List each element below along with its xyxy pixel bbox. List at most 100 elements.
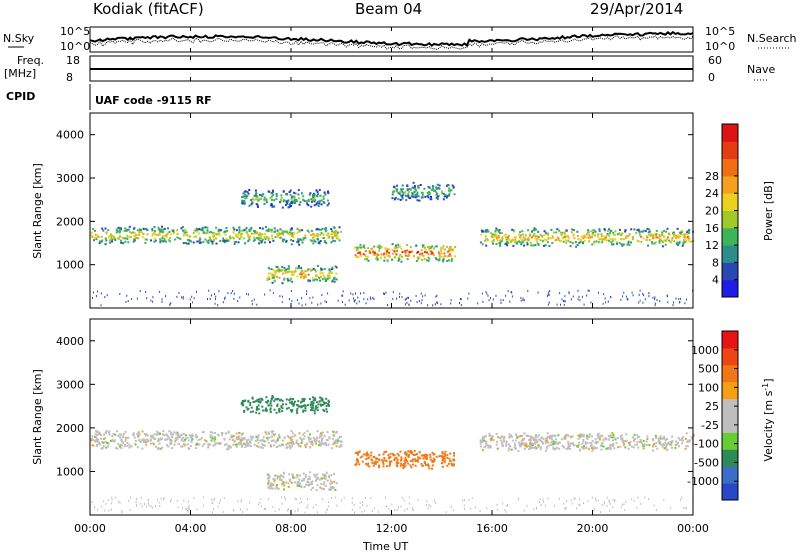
echo-cell	[414, 188, 417, 191]
echo-cell	[293, 202, 296, 204]
echo-cell	[184, 228, 187, 231]
echo-cell	[300, 266, 303, 269]
echo-cell	[398, 258, 401, 261]
echo-cell	[582, 433, 585, 436]
echo-cell	[307, 204, 310, 207]
echo-cell	[222, 237, 225, 240]
echo-cell	[239, 235, 242, 238]
echo-cell	[133, 226, 136, 229]
echo-cell	[189, 235, 191, 238]
echo-cell	[366, 464, 369, 467]
echo-cell	[368, 250, 371, 253]
colorbar-tick-label: -1000	[687, 475, 719, 488]
echo-cell	[265, 235, 268, 238]
echo-cell	[525, 434, 528, 437]
echo-cell	[273, 231, 276, 233]
clutter-cell	[388, 507, 390, 510]
echo-cell	[535, 228, 538, 231]
echo-cell	[580, 235, 583, 238]
clutter-cell	[105, 502, 107, 505]
echo-cell	[536, 235, 539, 238]
echo-cell	[559, 231, 562, 234]
echo-cell	[443, 193, 445, 195]
clutter-cell	[92, 297, 93, 299]
clutter-cell	[654, 302, 656, 305]
clutter-cell	[588, 289, 590, 292]
echo-cell	[296, 231, 299, 234]
echo-cell	[486, 239, 489, 242]
clutter-cell	[371, 510, 373, 513]
echo-cell	[321, 278, 324, 281]
echo-cell	[184, 434, 187, 437]
echo-cell	[601, 442, 604, 445]
clutter-cell	[362, 501, 364, 504]
clutter-cell	[128, 499, 130, 502]
echo-cell	[661, 445, 664, 448]
echo-cell	[312, 242, 315, 245]
clutter-cell	[104, 296, 106, 299]
echo-cell	[292, 272, 295, 275]
clutter-cell	[100, 292, 102, 295]
echo-cell	[406, 258, 409, 261]
echo-cell	[592, 229, 594, 232]
echo-cell	[530, 444, 533, 447]
echo-cell	[577, 441, 580, 444]
echo-cell	[507, 238, 510, 241]
clutter-cell	[486, 292, 488, 295]
clutter-cell	[631, 291, 633, 294]
echo-cell	[310, 269, 312, 272]
clutter-cell	[91, 501, 93, 504]
echo-cell	[288, 444, 291, 447]
echo-cell	[324, 473, 327, 476]
echo-cell	[308, 438, 311, 441]
echo-cell	[308, 436, 311, 439]
echo-cell	[332, 487, 335, 489]
echo-cell	[686, 445, 689, 448]
echo-cell	[300, 406, 303, 409]
echo-cell	[542, 442, 544, 445]
echo-cell	[309, 239, 312, 242]
echo-cell	[435, 245, 438, 248]
echo-cell	[578, 443, 581, 446]
echo-cell	[540, 440, 543, 443]
echo-cell	[391, 252, 394, 255]
echo-cell	[414, 196, 417, 199]
echo-cell	[99, 443, 102, 446]
clutter-cell	[603, 293, 605, 296]
echo-cell	[605, 438, 608, 441]
clutter-cell	[609, 502, 611, 505]
echo-cell	[636, 239, 639, 242]
echo-cell	[240, 433, 243, 436]
echo-cell	[331, 482, 334, 484]
echo-cell	[297, 238, 300, 241]
echo-cell	[505, 242, 508, 245]
clutter-cell	[608, 501, 610, 504]
echo-cell	[576, 445, 579, 448]
noise-left-tick-low: 10^0	[60, 40, 90, 53]
echo-cell	[404, 464, 407, 467]
echo-cell	[275, 411, 278, 414]
echo-cell	[523, 432, 526, 435]
echo-cell	[279, 233, 282, 236]
clutter-cell	[405, 298, 407, 301]
echo-cell	[404, 191, 407, 194]
clutter-cell	[366, 504, 368, 507]
echo-cell	[265, 407, 267, 410]
echo-cell	[247, 438, 250, 441]
clutter-cell	[495, 294, 497, 297]
clutter-cell	[593, 508, 595, 511]
clutter-cell	[536, 507, 537, 509]
clutter-cell	[165, 295, 167, 298]
echo-cell	[382, 461, 384, 464]
echo-cell	[431, 464, 434, 467]
echo-cell	[558, 447, 561, 450]
echo-cell	[452, 248, 455, 251]
echo-cell	[218, 234, 221, 237]
echo-cell	[313, 397, 316, 400]
echo-cell	[443, 457, 446, 460]
echo-cell	[326, 479, 329, 482]
echo-cell	[567, 440, 570, 443]
echo-cell	[394, 196, 397, 199]
echo-cell	[167, 445, 170, 448]
echo-cell	[138, 233, 140, 236]
